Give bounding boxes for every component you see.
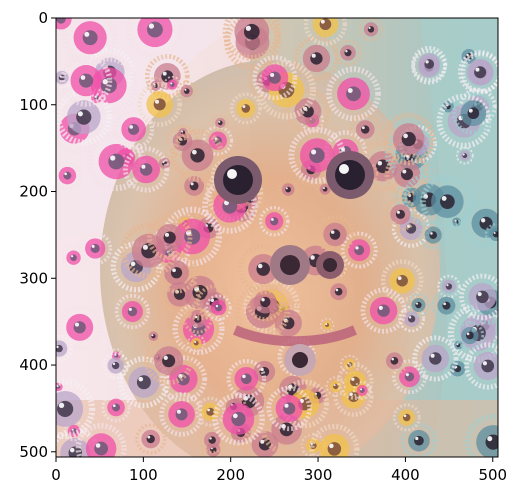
swirl-eye — [56, 378, 96, 440]
swirl-eye — [398, 305, 425, 333]
y-tick-label: 400 — [19, 356, 48, 374]
swirl-eye — [175, 124, 191, 141]
swirl-eye — [352, 381, 372, 400]
swirl-eye — [266, 385, 312, 432]
y-tick-label: 100 — [19, 96, 48, 114]
swirl-eye — [113, 108, 155, 150]
swirl-eye — [125, 18, 185, 59]
swirl-eye — [159, 392, 204, 437]
swirl-eye — [177, 169, 211, 203]
swirl-eye — [420, 174, 475, 229]
swirl-eye — [406, 293, 431, 317]
swirl-eye — [382, 112, 436, 166]
swirl-eye — [359, 18, 383, 42]
swirl-eye — [431, 290, 462, 321]
swirl-eye — [117, 356, 170, 409]
swirl-eye — [334, 39, 362, 66]
swirl-eye — [198, 426, 226, 454]
swirl-eye — [187, 334, 206, 353]
swirl-eye — [102, 351, 130, 380]
swirl-eye — [75, 423, 127, 457]
swirl-eye — [411, 45, 448, 83]
swirl-eye — [380, 346, 409, 376]
plot-image — [56, 18, 498, 457]
swirl-eye — [360, 287, 407, 334]
y-axis: 0 100 200 300 400 500 — [19, 9, 56, 461]
swirl-eye — [135, 423, 167, 455]
swirl-eye — [211, 114, 229, 132]
swirl-eye — [392, 359, 427, 395]
swirl-eye — [380, 259, 424, 303]
swirl-eye — [459, 273, 498, 321]
swirl-eye — [57, 304, 103, 350]
swirl-eye — [324, 277, 353, 306]
swirl-eye — [319, 317, 335, 333]
swirl-eye — [349, 113, 381, 146]
swirl-eye — [392, 403, 421, 432]
swirl-eye — [205, 294, 232, 321]
y-tick-label: 300 — [19, 269, 48, 287]
x-tick-label: 100 — [129, 466, 158, 484]
swirl-eye — [444, 355, 471, 382]
swirl-eye — [246, 282, 285, 322]
swirl-eye — [326, 66, 381, 122]
swirl-eye — [56, 18, 79, 37]
swirl-eye — [158, 273, 201, 315]
swirl-eye — [137, 81, 183, 127]
swirl-eye — [176, 80, 198, 102]
x-tick-label: 400 — [391, 466, 420, 484]
swirl-eye — [61, 245, 86, 270]
x-tick-label: 500 — [478, 466, 507, 484]
x-tick-label: 300 — [304, 466, 333, 484]
swirl-eye — [114, 293, 151, 330]
plot-frame — [55, 17, 499, 458]
swirl-eye — [78, 231, 113, 266]
y-tick-label: 200 — [19, 183, 48, 201]
swirl-eye — [315, 214, 355, 255]
y-tick-label: 500 — [19, 443, 48, 461]
swirl-eye — [229, 92, 262, 125]
swirl-eye — [56, 334, 73, 363]
swirl-eye — [144, 336, 193, 386]
swirl-eye — [293, 35, 340, 82]
swirl-eye — [484, 223, 498, 246]
swirl-eye — [464, 342, 498, 390]
swirl-eye — [170, 128, 225, 182]
swirl-eye — [252, 55, 298, 101]
swirl-eye — [303, 18, 348, 46]
swirl-eye — [62, 18, 118, 66]
swirl-eye — [222, 18, 282, 61]
swirl-eye — [101, 392, 131, 423]
swirl-eye — [146, 214, 193, 261]
right-eye-feature — [326, 151, 374, 199]
swirl-eye — [145, 328, 162, 345]
x-tick-label: 200 — [216, 466, 245, 484]
swirl-eye — [455, 321, 485, 350]
mouth-feature — [233, 325, 357, 376]
swirl-eye — [258, 206, 290, 237]
swirl-eye — [457, 50, 498, 95]
swirl-eye — [123, 146, 170, 193]
swirl-eye — [451, 91, 496, 135]
swirl-eye — [383, 197, 418, 232]
swirl-eye — [59, 54, 113, 107]
swirl-eye — [464, 413, 498, 457]
x-axis: 0 100 200 300 400 500 — [51, 457, 507, 484]
left-eye-feature — [214, 156, 262, 204]
swirl-eye — [277, 179, 299, 201]
swirl-eye — [56, 160, 83, 191]
swirl-eye — [63, 420, 85, 442]
swirl-eye — [438, 97, 458, 117]
swirl-eye — [400, 422, 438, 457]
swirl-eye — [56, 88, 113, 146]
swirl-eye — [412, 335, 459, 382]
x-tick-label: 0 — [51, 466, 61, 484]
swirl-eye — [226, 358, 267, 399]
nose-feature — [270, 245, 344, 285]
y-tick-label: 0 — [38, 9, 48, 27]
swirl-eye — [340, 231, 378, 269]
swirl-eye — [212, 392, 265, 446]
swirl-eye — [309, 423, 360, 457]
